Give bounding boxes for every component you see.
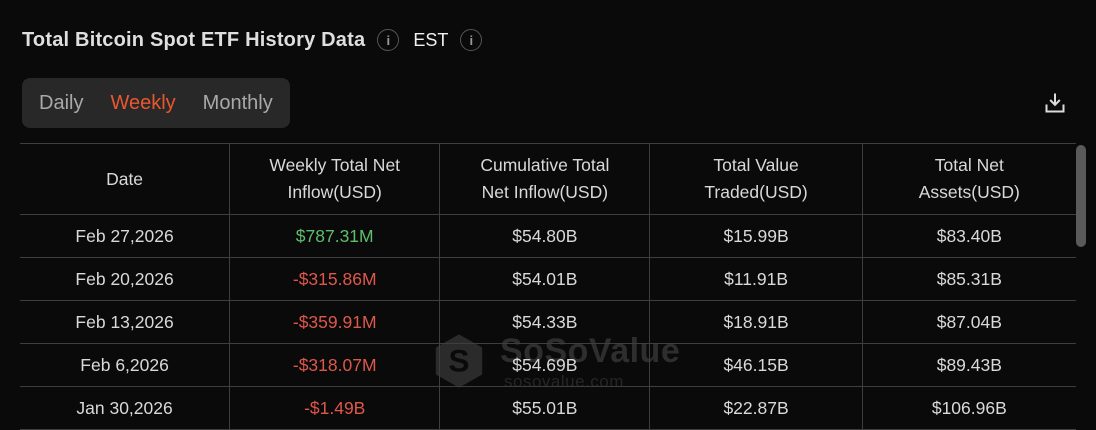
cell-assets: $89.43B	[936, 354, 1002, 375]
cell-assets: $83.40B	[936, 225, 1002, 246]
table-row: Feb 27,2026 $787.31M $54.80B $15.99B $83.40B	[20, 215, 1076, 259]
cell-inflow: -$318.07M	[230, 344, 441, 387]
column-header-inflow: Weekly Total Net Inflow(USD)	[230, 144, 441, 215]
cell-assets: $87.04B	[936, 311, 1002, 332]
column-header-cumulative: Cumulative Total Net Inflow(USD)	[440, 144, 651, 215]
tab-daily[interactable]: Daily	[39, 78, 83, 128]
cell-date: Feb 27,2026	[20, 215, 231, 258]
cell-cumulative: $54.33B	[440, 301, 651, 344]
cell-date: Feb 20,2026	[20, 258, 231, 301]
cell-date: Jan 30,2026	[20, 387, 231, 430]
cell-inflow: -$359.91M	[230, 301, 441, 344]
table-row: Feb 20,2026 -$315.86M $54.01B $11.91B $85.31…	[20, 258, 1076, 302]
table-row: Jan 30,2026 -$1.49B $55.01B $22.87B $106.96B	[20, 387, 1076, 430]
tab-weekly[interactable]: Weekly	[110, 78, 175, 128]
cell-assets: $106.96B	[931, 397, 1007, 418]
download-button[interactable]	[1036, 84, 1074, 122]
vertical-scrollbar[interactable]	[1076, 145, 1086, 247]
timezone-label: EST	[413, 29, 449, 50]
cell-date: Feb 6,2026	[20, 344, 231, 387]
cell-cumulative: $54.69B	[440, 344, 651, 387]
cell-date: Feb 13,2026	[20, 301, 231, 344]
page-title: Total Bitcoin Spot ETF History Data	[22, 28, 366, 51]
table-row: Feb 6,2026 -$318.07M $54.69B $46.15B $89.43B	[20, 344, 1076, 388]
table-row: Feb 13,2026 -$359.91M $54.33B $18.91B $87.04…	[20, 301, 1076, 345]
title-row: Total Bitcoin Spot ETF History Data i ES…	[0, 0, 1096, 54]
cell-traded: $22.87B	[650, 387, 863, 430]
cell-cumulative: $54.01B	[440, 258, 651, 301]
history-table: Date Weekly Total Net Inflow(USD) Cumula…	[20, 143, 1076, 430]
cell-inflow: -$1.49B	[230, 387, 441, 430]
cell-inflow: $787.31M	[230, 215, 441, 258]
table-body: Feb 27,2026 $787.31M $54.80B $15.99B $83.40B…	[20, 215, 1076, 430]
column-header-date: Date	[20, 144, 231, 215]
cell-traded: $15.99B	[650, 215, 863, 258]
column-header-traded: Total Value Traded(USD)	[650, 144, 863, 215]
download-icon	[1045, 93, 1065, 113]
cell-traded: $18.91B	[650, 301, 863, 344]
timezone-info-icon[interactable]: i	[460, 29, 483, 51]
info-icon[interactable]: i	[377, 29, 400, 51]
tab-monthly[interactable]: Monthly	[203, 78, 273, 128]
interval-tabs: Daily Weekly Monthly	[22, 78, 290, 128]
cell-cumulative: $55.01B	[440, 387, 651, 430]
cell-inflow: -$315.86M	[230, 258, 441, 301]
cell-assets: $85.31B	[936, 268, 1002, 289]
toolbar: Daily Weekly Monthly	[0, 78, 1096, 128]
column-header-assets: Total Net Assets(USD)	[918, 155, 1020, 203]
table-header-row: Date Weekly Total Net Inflow(USD) Cumula…	[20, 143, 1076, 216]
cell-traded: $11.91B	[650, 258, 863, 301]
cell-traded: $46.15B	[650, 344, 863, 387]
cell-cumulative: $54.80B	[440, 215, 651, 258]
